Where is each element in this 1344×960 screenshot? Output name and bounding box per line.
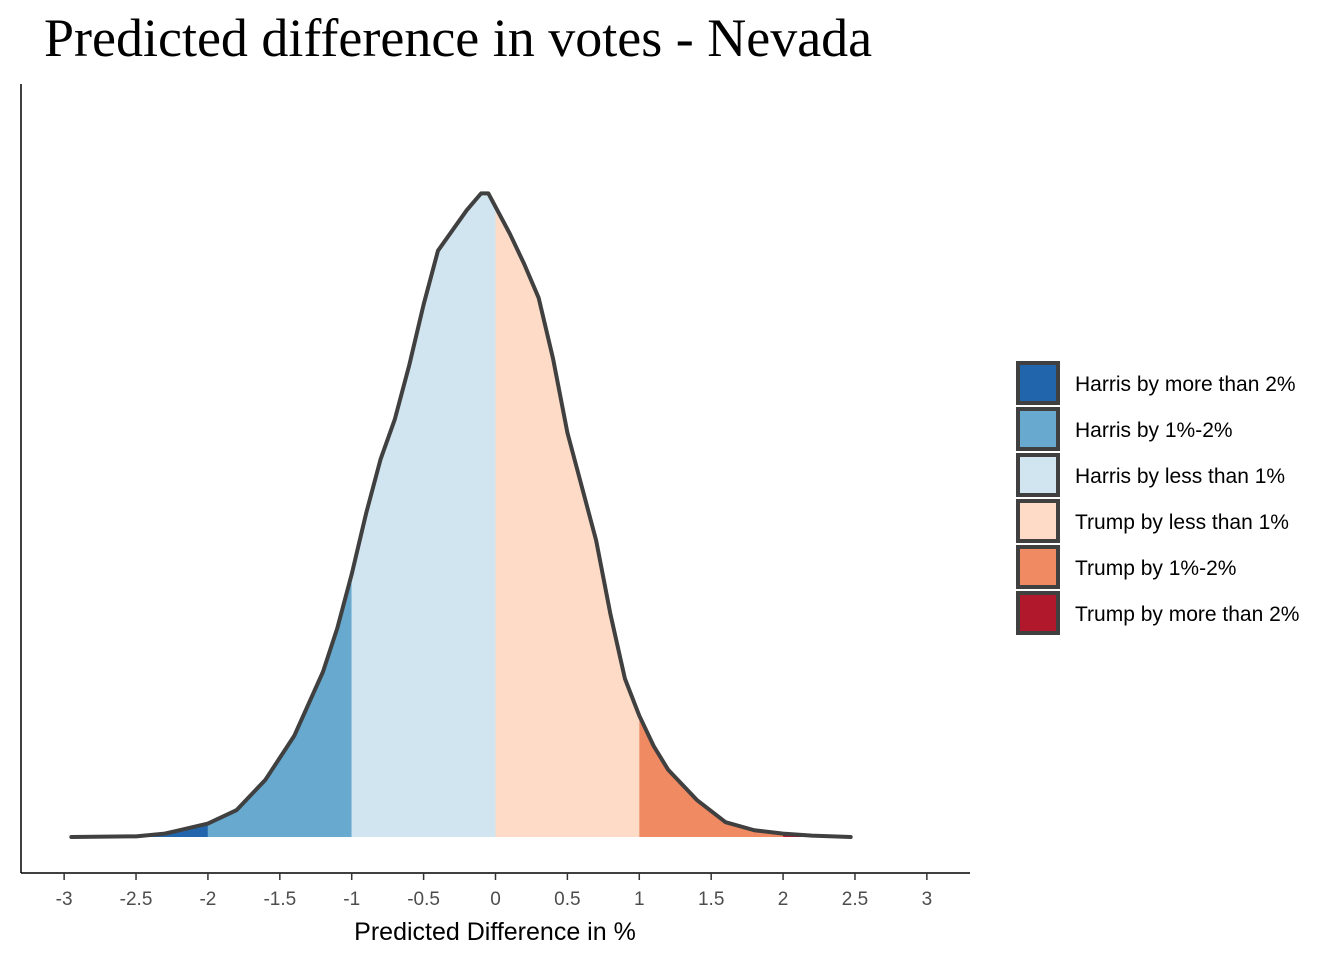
legend: Harris by more than 2% Harris by 1%-2% Har… xyxy=(1016,361,1299,635)
legend-label: Harris by 1%-2% xyxy=(1075,419,1233,442)
x-tick-label: -2 xyxy=(199,889,216,910)
x-tick-label: -2.5 xyxy=(120,889,153,910)
density-fill-3 xyxy=(351,193,496,837)
legend-label: Trump by more than 2% xyxy=(1075,603,1299,626)
legend-key xyxy=(1016,545,1060,589)
density-fill-5 xyxy=(639,715,784,837)
x-tick-label: 0 xyxy=(490,889,501,910)
chart-title: Predicted difference in votes - Nevada xyxy=(44,8,872,68)
density-fill-1 xyxy=(71,823,208,837)
x-tick-label: 2.5 xyxy=(842,889,868,910)
legend-key xyxy=(1016,407,1060,451)
x-tick-label: -3 xyxy=(56,889,73,910)
legend-key xyxy=(1016,361,1060,405)
x-tick-label: 2 xyxy=(778,889,789,910)
legend-key xyxy=(1016,453,1060,497)
legend-label: Harris by more than 2% xyxy=(1075,373,1296,396)
x-tick-label: 0.5 xyxy=(554,889,580,910)
legend-key xyxy=(1016,499,1060,543)
x-axis-title: Predicted Difference in % xyxy=(354,918,636,946)
legend-label: Trump by 1%-2% xyxy=(1075,557,1236,580)
x-tick-label: 1 xyxy=(634,889,645,910)
x-axis-ticks: -3 -2.5 -2 -1.5 -1 -0.5 0 0.5 1 1.5 2 2.5 3 xyxy=(56,873,932,910)
x-tick-label: -1 xyxy=(343,889,360,910)
legend-key xyxy=(1016,591,1060,635)
x-tick-label: -0.5 xyxy=(407,889,440,910)
density-fill-4 xyxy=(495,206,640,838)
legend-label: Harris by less than 1% xyxy=(1075,465,1285,488)
x-tick-label: 1.5 xyxy=(698,889,724,910)
density-outline xyxy=(69,191,853,839)
density-fill-2 xyxy=(207,574,352,837)
density-fills xyxy=(71,193,851,838)
x-tick-label: 3 xyxy=(922,889,933,910)
legend-label: Trump by less than 1% xyxy=(1075,511,1289,534)
x-tick-label: -1.5 xyxy=(263,889,296,910)
